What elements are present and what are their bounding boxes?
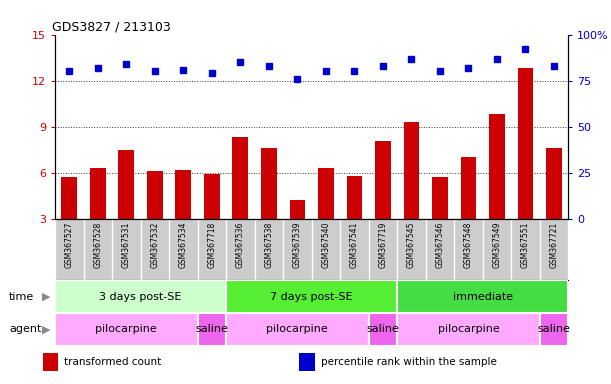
- Text: GSM367541: GSM367541: [350, 222, 359, 268]
- Bar: [147, 171, 163, 219]
- Text: pilocarpine: pilocarpine: [437, 324, 499, 334]
- Text: immediate: immediate: [453, 291, 513, 302]
- Bar: [518, 68, 533, 219]
- Text: saline: saline: [538, 324, 571, 334]
- Bar: [432, 177, 448, 219]
- Bar: [90, 168, 106, 219]
- Bar: [403, 122, 419, 219]
- Bar: [61, 177, 77, 219]
- Bar: [204, 174, 219, 219]
- Bar: [261, 148, 277, 219]
- Text: GSM367531: GSM367531: [122, 222, 131, 268]
- Bar: [197, 313, 226, 346]
- Text: percentile rank within the sample: percentile rank within the sample: [321, 357, 497, 367]
- Text: GSM367532: GSM367532: [150, 222, 159, 268]
- Bar: [232, 137, 248, 219]
- Bar: [397, 313, 540, 346]
- Text: 7 days post-SE: 7 days post-SE: [270, 291, 353, 302]
- Bar: [375, 141, 391, 219]
- Bar: [119, 150, 134, 219]
- Bar: [397, 280, 568, 313]
- Text: pilocarpine: pilocarpine: [266, 324, 328, 334]
- Bar: [290, 200, 306, 219]
- Bar: [43, 353, 58, 371]
- Text: GSM367539: GSM367539: [293, 222, 302, 268]
- Bar: [546, 148, 562, 219]
- Bar: [461, 157, 477, 219]
- Text: 3 days post-SE: 3 days post-SE: [100, 291, 181, 302]
- Text: time: time: [9, 291, 34, 302]
- Text: GSM367538: GSM367538: [265, 222, 273, 268]
- Text: saline: saline: [196, 324, 229, 334]
- Bar: [299, 353, 315, 371]
- Text: GSM367527: GSM367527: [65, 222, 74, 268]
- Bar: [346, 176, 362, 219]
- Bar: [55, 313, 197, 346]
- Text: ▶: ▶: [42, 324, 50, 334]
- Bar: [368, 313, 397, 346]
- Text: GSM367548: GSM367548: [464, 222, 473, 268]
- Text: GSM367540: GSM367540: [321, 222, 331, 268]
- Text: GSM367546: GSM367546: [436, 222, 444, 268]
- Text: transformed count: transformed count: [64, 357, 161, 367]
- Text: GSM367528: GSM367528: [93, 222, 102, 268]
- Text: agent: agent: [9, 324, 42, 334]
- Text: GSM367549: GSM367549: [492, 222, 502, 268]
- Text: GSM367551: GSM367551: [521, 222, 530, 268]
- Bar: [55, 280, 226, 313]
- Text: ▶: ▶: [42, 291, 50, 302]
- Text: GSM367718: GSM367718: [207, 222, 216, 268]
- Bar: [226, 280, 397, 313]
- Bar: [226, 313, 368, 346]
- Text: GSM367545: GSM367545: [407, 222, 416, 268]
- Text: GSM367721: GSM367721: [549, 222, 558, 268]
- Text: GSM367719: GSM367719: [378, 222, 387, 268]
- Text: pilocarpine: pilocarpine: [95, 324, 157, 334]
- Bar: [540, 313, 568, 346]
- Text: GSM367536: GSM367536: [236, 222, 245, 268]
- Bar: [318, 168, 334, 219]
- Bar: [175, 170, 191, 219]
- Bar: [489, 114, 505, 219]
- Text: saline: saline: [367, 324, 400, 334]
- Text: GSM367534: GSM367534: [179, 222, 188, 268]
- Text: GDS3827 / 213103: GDS3827 / 213103: [53, 20, 171, 33]
